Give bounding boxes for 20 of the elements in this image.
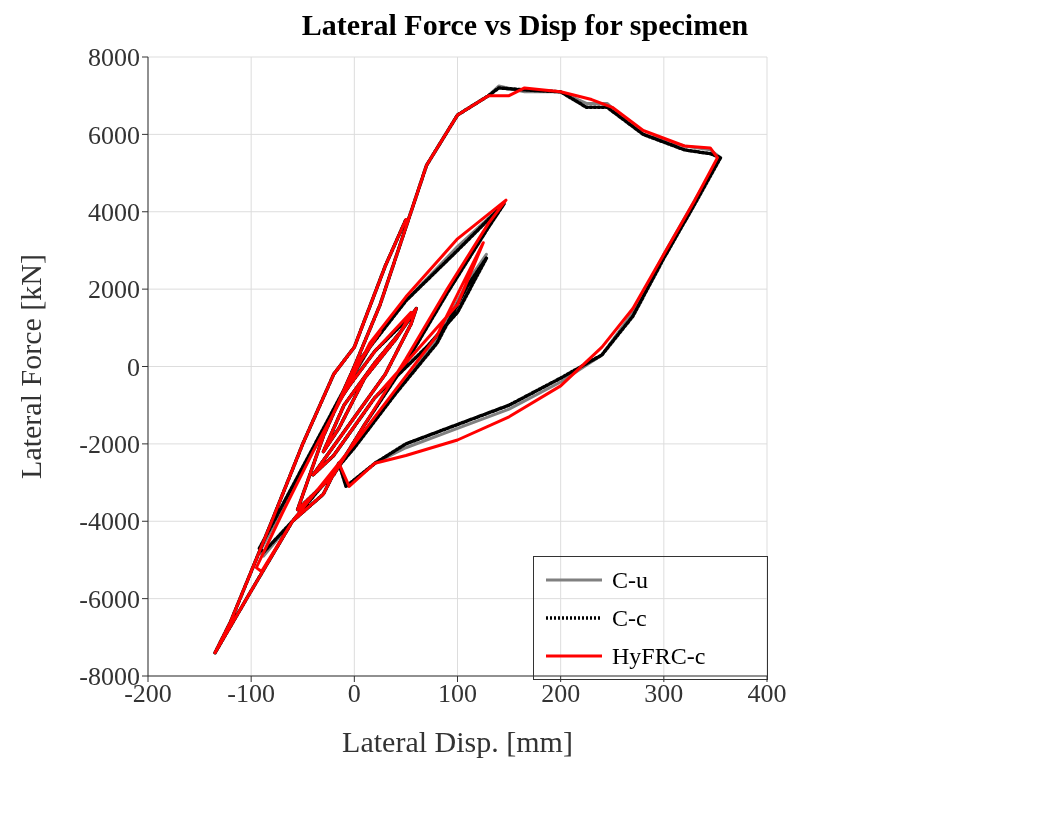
y-tick-label: 6000 — [88, 120, 140, 150]
y-tick-label: -6000 — [79, 584, 140, 614]
y-tick-label: -2000 — [79, 430, 140, 460]
y-tick-label: 8000 — [88, 43, 140, 73]
y-tick-label: 4000 — [88, 197, 140, 227]
y-axis-title: Lateral Force [kN] — [13, 254, 47, 479]
legend-label: C-u — [612, 566, 648, 594]
y-tick-label: 0 — [127, 352, 140, 382]
chart-title: Lateral Force vs Disp for specimen — [300, 8, 750, 42]
legend-label: HyFRC-c — [612, 642, 706, 670]
x-tick-label: -100 — [227, 679, 275, 709]
x-tick-label: 200 — [541, 679, 581, 709]
x-tick-label: 300 — [644, 679, 684, 709]
y-tick-label: 2000 — [88, 275, 140, 305]
x-tick-label: 400 — [747, 679, 787, 709]
x-tick-label: 100 — [438, 679, 477, 709]
y-tick-label: -4000 — [79, 507, 140, 537]
legend-label: C-c — [612, 604, 647, 632]
x-tick-label: 0 — [347, 679, 361, 709]
x-axis-title: Lateral Disp. [mm] — [342, 725, 573, 758]
